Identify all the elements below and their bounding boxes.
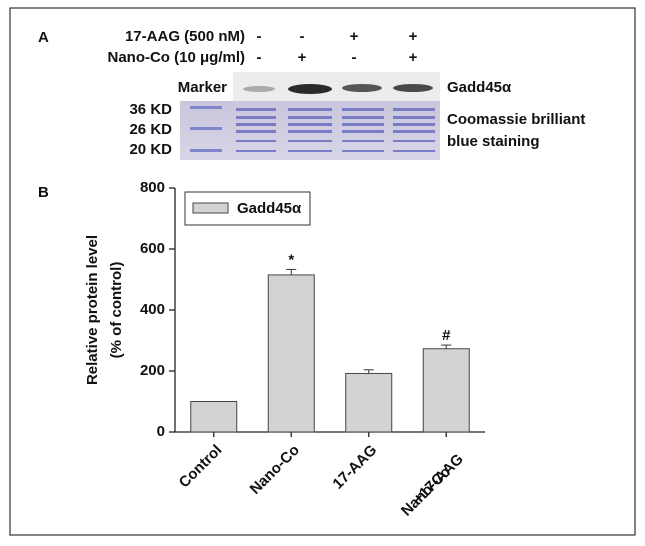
ladder-label: 26 KD bbox=[129, 121, 172, 138]
sign: - bbox=[352, 49, 357, 66]
bar bbox=[422, 348, 470, 433]
legend-label: Gadd45α bbox=[237, 200, 302, 217]
y-tick-label: 200 bbox=[140, 362, 165, 379]
bar bbox=[345, 372, 393, 433]
ladder-label: 20 KD bbox=[129, 141, 172, 158]
row-label: 17-AAG (500 nM) bbox=[125, 28, 245, 45]
row-label: Nano-Co (10 μg/ml) bbox=[107, 49, 245, 66]
significance: * bbox=[288, 251, 294, 268]
bar bbox=[267, 274, 315, 433]
sign: + bbox=[298, 49, 307, 66]
x-tick-label: Nano-Co bbox=[247, 442, 303, 498]
marker-label: Marker bbox=[178, 79, 227, 96]
bar bbox=[190, 401, 238, 433]
sign: - bbox=[300, 28, 305, 45]
x-tick-label: 17-AAG bbox=[329, 442, 380, 493]
y-tick-label: 0 bbox=[157, 423, 165, 440]
x-tick-label: +17-AAG bbox=[410, 451, 467, 508]
y-tick-label: 400 bbox=[140, 301, 165, 318]
y-tick-label: 800 bbox=[140, 179, 165, 196]
gel-label: blue staining bbox=[447, 133, 540, 150]
legend-box bbox=[184, 191, 311, 226]
panel-label: A bbox=[38, 29, 49, 46]
x-tick-label: Control bbox=[176, 442, 226, 492]
blot-label: Gadd45α bbox=[447, 79, 512, 96]
gel-label: Coomassie brilliant bbox=[447, 111, 585, 128]
sign: + bbox=[409, 28, 418, 45]
y-axis-label: (% of control) bbox=[108, 262, 125, 359]
y-axis-label: Relative protein level bbox=[84, 235, 101, 385]
sign: - bbox=[257, 28, 262, 45]
ladder-label: 36 KD bbox=[129, 101, 172, 118]
significance: # bbox=[442, 327, 451, 344]
y-tick-label: 600 bbox=[140, 240, 165, 257]
panel-label: B bbox=[38, 184, 49, 201]
sign: - bbox=[257, 49, 262, 66]
legend-swatch bbox=[192, 202, 229, 214]
sign: + bbox=[350, 28, 359, 45]
blot bbox=[233, 72, 440, 105]
gel bbox=[180, 101, 440, 160]
frame bbox=[9, 7, 636, 536]
sign: + bbox=[409, 49, 418, 66]
